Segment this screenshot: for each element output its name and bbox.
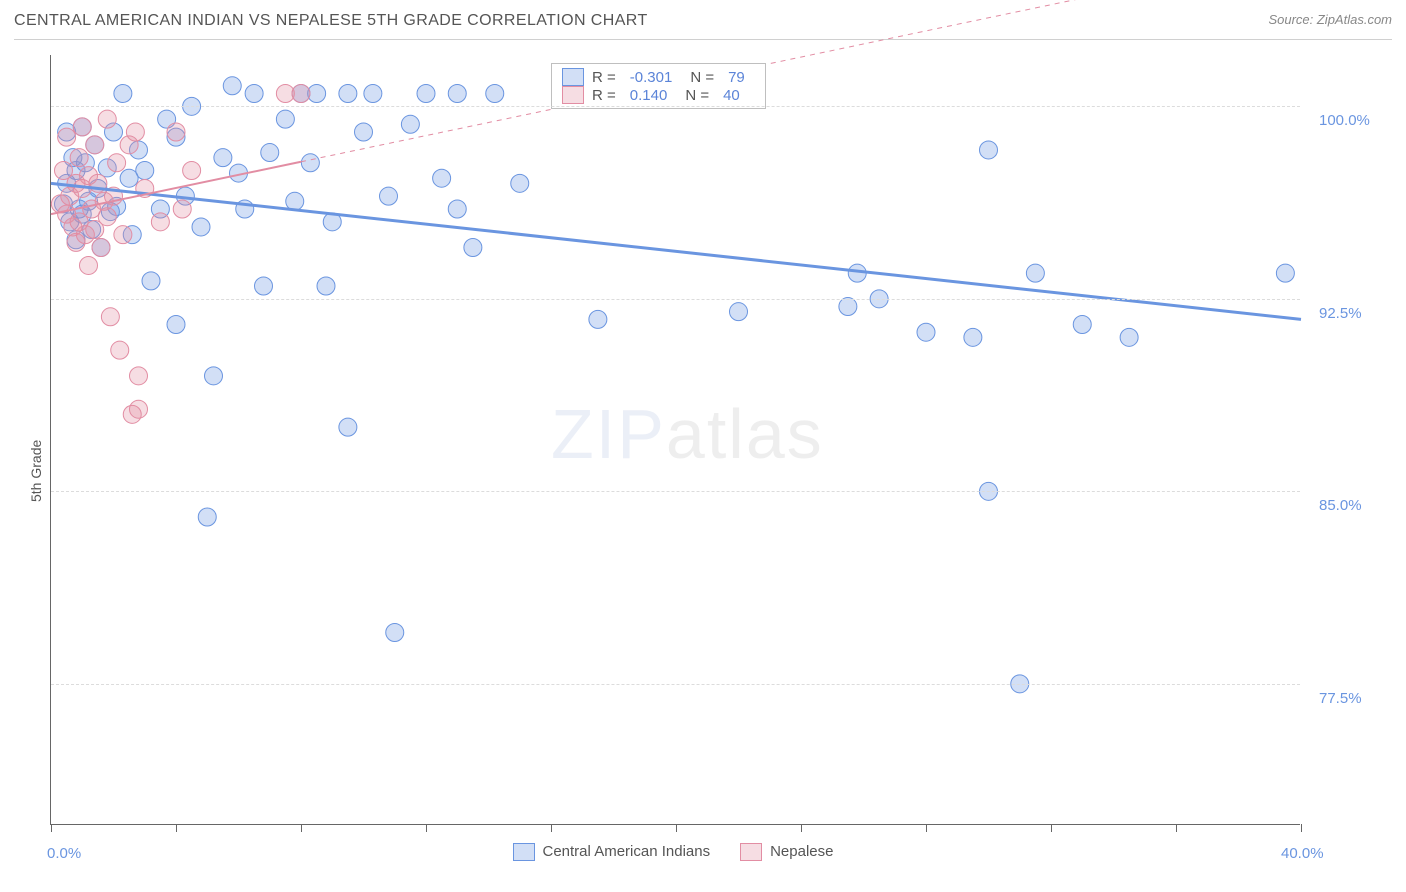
legend-stats: R =-0.301N =79R =0.140N =40 <box>551 63 766 109</box>
y-tick-label: 77.5% <box>1319 690 1362 707</box>
legend-series: Central American Indians Nepalese <box>513 843 834 861</box>
legend-r-value: 0.140 <box>624 87 678 104</box>
legend-r-value: -0.301 <box>624 69 683 86</box>
scatter-svg <box>51 55 1301 825</box>
legend-series-item: Nepalese <box>740 843 833 861</box>
legend-series-item: Central American Indians <box>513 843 711 861</box>
legend-r-label: R = <box>592 69 616 86</box>
y-tick-label: 92.5% <box>1319 305 1362 322</box>
legend-n-value: 79 <box>722 69 755 86</box>
x-tick-label: 40.0% <box>1281 845 1324 862</box>
y-axis-label: 5th Grade <box>28 439 44 501</box>
chart-source: Source: ZipAtlas.com <box>1268 12 1392 27</box>
legend-n-label: N = <box>690 69 714 86</box>
legend-r-label: R = <box>592 87 616 104</box>
chart-title: CENTRAL AMERICAN INDIAN VS NEPALESE 5TH … <box>14 12 648 30</box>
y-tick-label: 85.0% <box>1319 497 1362 514</box>
plot-area: ZIPatlas R =-0.301N =79R =0.140N =40 77.… <box>50 55 1300 825</box>
legend-n-value: 40 <box>717 87 750 104</box>
legend-n-label: N = <box>685 87 709 104</box>
x-tick-label: 0.0% <box>47 845 81 862</box>
y-tick-label: 100.0% <box>1319 112 1370 129</box>
